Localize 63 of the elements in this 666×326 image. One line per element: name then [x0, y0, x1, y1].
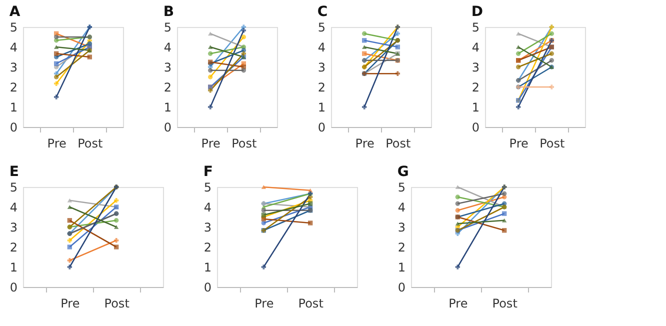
chart-title: A	[9, 4, 20, 20]
y-tick-label: 2	[472, 80, 480, 94]
chart-title: G	[397, 164, 409, 180]
chart-title: B	[163, 4, 174, 20]
y-tick-label: 3	[10, 60, 18, 74]
x-tick-label: Pre	[254, 296, 274, 310]
x-tick-label: Post	[78, 136, 104, 150]
y-tick-label: 2	[204, 240, 212, 254]
y-tick-label: 1	[10, 100, 18, 114]
y-tick-label: 4	[398, 200, 406, 214]
chart-title: D	[471, 4, 483, 20]
y-tick-label: 5	[164, 20, 172, 34]
y-tick-label: 5	[472, 20, 480, 34]
chart-title: C	[317, 4, 328, 20]
y-tick-label: 0	[204, 280, 212, 294]
chart-title: E	[9, 164, 19, 180]
x-tick-label: Pre	[509, 136, 528, 150]
y-tick-label: 5	[10, 180, 18, 194]
y-tick-label: 2	[10, 80, 18, 94]
x-tick-label: Post	[232, 136, 258, 150]
y-tick-label: 4	[10, 40, 18, 54]
y-tick-label: 4	[204, 200, 212, 214]
y-tick-label: 1	[398, 260, 406, 274]
y-tick-label: 0	[10, 280, 18, 294]
y-tick-label: 0	[10, 120, 18, 134]
y-tick-label: 5	[204, 180, 212, 194]
y-tick-label: 2	[164, 80, 172, 94]
x-tick-label: Post	[540, 136, 566, 150]
y-tick-label: 5	[318, 20, 326, 34]
x-tick-label: Post	[104, 296, 130, 310]
y-tick-label: 1	[164, 100, 172, 114]
chart-title: F	[203, 164, 213, 180]
y-tick-label: 1	[472, 100, 480, 114]
y-tick-label: 3	[164, 60, 172, 74]
y-tick-label: 0	[398, 280, 406, 294]
y-tick-label: 0	[318, 120, 326, 134]
x-tick-label: Pre	[355, 136, 374, 150]
x-tick-label: Post	[386, 136, 412, 150]
y-tick-label: 4	[164, 40, 172, 54]
y-tick-label: 0	[472, 120, 480, 134]
y-tick-label: 2	[318, 80, 326, 94]
y-tick-label: 5	[10, 20, 18, 34]
y-tick-label: 4	[472, 40, 480, 54]
y-tick-label: 3	[472, 60, 480, 74]
x-tick-label: Pre	[47, 136, 66, 150]
y-tick-label: 3	[204, 220, 212, 234]
y-tick-label: 1	[318, 100, 326, 114]
x-tick-label: Pre	[448, 296, 468, 310]
y-tick-label: 3	[318, 60, 326, 74]
y-tick-label: 4	[10, 200, 18, 214]
y-tick-label: 0	[164, 120, 172, 134]
x-tick-label: Post	[298, 296, 324, 310]
y-tick-label: 4	[318, 40, 326, 54]
y-tick-label: 3	[10, 220, 18, 234]
y-tick-label: 1	[204, 260, 212, 274]
y-tick-label: 2	[10, 240, 18, 254]
x-tick-label: Post	[492, 296, 518, 310]
x-tick-label: Pre	[201, 136, 220, 150]
x-tick-label: Pre	[60, 296, 80, 310]
y-tick-label: 2	[398, 240, 406, 254]
y-tick-label: 1	[10, 260, 18, 274]
y-tick-label: 3	[398, 220, 406, 234]
y-tick-label: 5	[398, 180, 406, 194]
